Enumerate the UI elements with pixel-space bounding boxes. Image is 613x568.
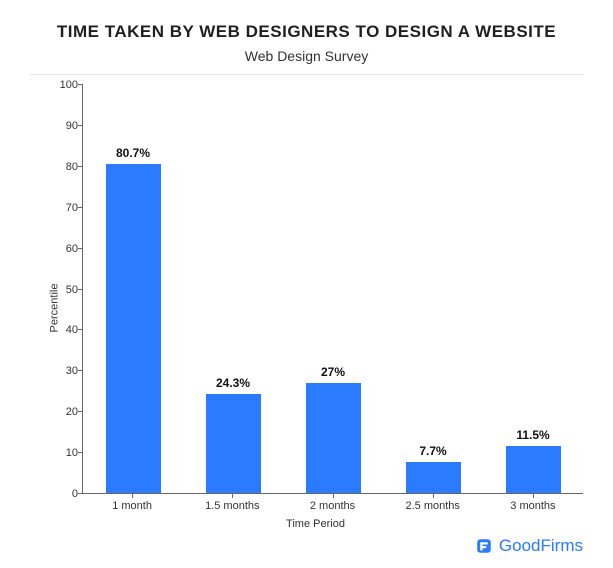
bar: 27% bbox=[306, 383, 361, 493]
x-tick-label: 1 month bbox=[112, 500, 152, 512]
x-tick-mark bbox=[232, 493, 233, 498]
y-tick-label: 30 bbox=[66, 365, 78, 377]
x-tick-label: 3 months bbox=[510, 500, 555, 512]
y-tick-label: 0 bbox=[72, 488, 78, 500]
x-axis-ticks: 1 month 1.5 months 2 months 2.5 months 3 mon… bbox=[82, 494, 583, 516]
chart-title: TIME TAKEN BY WEB DESIGNERS TO DESIGN A … bbox=[30, 22, 583, 42]
bar-value-label: 11.5% bbox=[516, 428, 549, 442]
y-tick-label: 80 bbox=[66, 161, 78, 173]
plot-area: 80.7% 24.3% 27% 7.7% 11.5% bbox=[82, 85, 583, 494]
y-tick-label: 50 bbox=[66, 284, 78, 296]
y-axis-label-wrap: Percentile bbox=[30, 85, 48, 530]
chart-container: TIME TAKEN BY WEB DESIGNERS TO DESIGN A … bbox=[0, 0, 613, 568]
x-tick-label: 1.5 months bbox=[205, 500, 259, 512]
y-tick-label: 20 bbox=[66, 406, 78, 418]
plot-row: 0102030405060708090100 80.7%24.3%27%7.7%… bbox=[48, 85, 583, 494]
y-tick-label: 90 bbox=[66, 120, 78, 132]
x-tick-mark bbox=[333, 493, 334, 498]
bar-value-label: 24.3% bbox=[216, 376, 250, 390]
bar: 80.7% bbox=[106, 164, 161, 493]
x-tick-mark bbox=[132, 493, 133, 498]
goodfirms-icon bbox=[475, 537, 493, 555]
bar-value-label: 27% bbox=[321, 365, 345, 379]
y-axis-ticks: 0102030405060708090100 bbox=[48, 85, 82, 494]
chart-subtitle: Web Design Survey bbox=[30, 48, 583, 64]
x-tick-label: 2.5 months bbox=[405, 500, 459, 512]
bar-value-label: 7.7% bbox=[419, 444, 446, 458]
x-axis-label: Time Period bbox=[48, 518, 583, 530]
divider bbox=[30, 74, 583, 75]
x-tick-mark bbox=[533, 493, 534, 498]
brand-name: GoodFirms bbox=[499, 536, 583, 556]
y-tick-label: 10 bbox=[66, 447, 78, 459]
y-tick-label: 100 bbox=[60, 79, 78, 91]
y-tick-label: 40 bbox=[66, 324, 78, 336]
chart-body: Percentile 0102030405060708090100 80.7%2… bbox=[30, 85, 583, 530]
bar: 11.5% bbox=[506, 446, 561, 493]
bar-value-label: 80.7% bbox=[116, 146, 150, 160]
x-tick-label: 2 months bbox=[310, 500, 355, 512]
y-tick-label: 60 bbox=[66, 243, 78, 255]
brand-footer: GoodFirms bbox=[30, 536, 583, 556]
plot-column: 0102030405060708090100 80.7%24.3%27%7.7%… bbox=[48, 85, 583, 530]
x-tick-mark bbox=[433, 493, 434, 498]
bar: 7.7% bbox=[406, 462, 461, 493]
y-tick-label: 70 bbox=[66, 202, 78, 214]
bar: 24.3% bbox=[206, 394, 261, 493]
